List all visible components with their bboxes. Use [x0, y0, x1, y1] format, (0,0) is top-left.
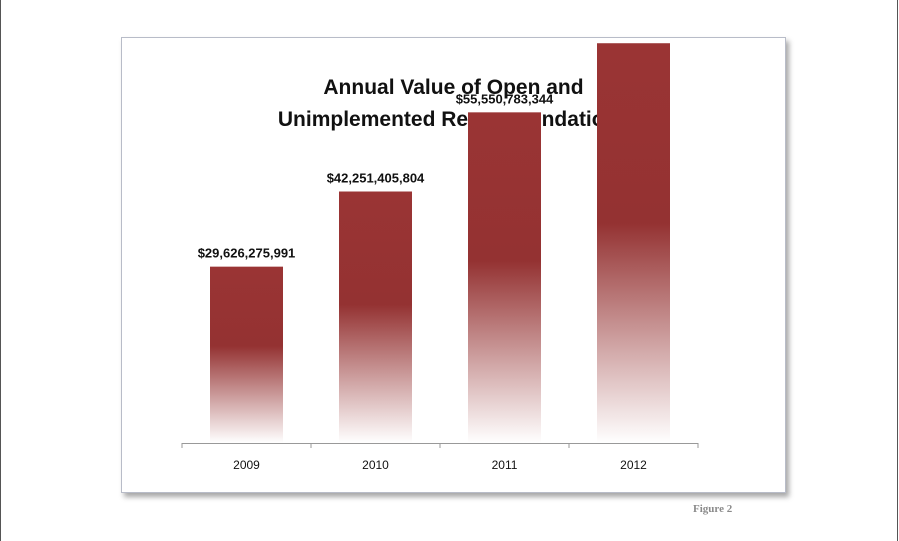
bar-2009 — [210, 266, 283, 443]
data-label-2010: $42,251,405,804 — [327, 171, 425, 186]
bar-2010 — [339, 191, 412, 443]
x-tick-label-2010: 2010 — [362, 458, 389, 472]
figure-caption: Figure 2 — [693, 503, 733, 515]
bar-2012 — [597, 43, 670, 444]
page-edge-left — [0, 0, 1, 541]
chart-title-line-2: Unimplemented Recommendations — [277, 108, 630, 131]
data-label-2009: $29,626,275,991 — [198, 246, 296, 261]
page-edge-right — [897, 0, 898, 541]
chart-title-line-1: Annual Value of Open and — [323, 76, 584, 99]
bar-2011 — [468, 112, 541, 443]
x-tick-label-2011: 2011 — [492, 458, 518, 472]
x-tick-label-2012: 2012 — [620, 458, 647, 472]
chart-title: Annual Value of Open and Unimplemented R… — [122, 72, 785, 136]
x-tick-label-2009: 2009 — [233, 458, 260, 472]
bar-chart: $29,626,275,991 2009 $42,251,405,804 2010 $5… — [181, 43, 699, 472]
data-label-2011: $55,550,783,344 — [456, 91, 554, 106]
chart-frame: Annual Value of Open and Unimplemented R… — [121, 37, 786, 493]
